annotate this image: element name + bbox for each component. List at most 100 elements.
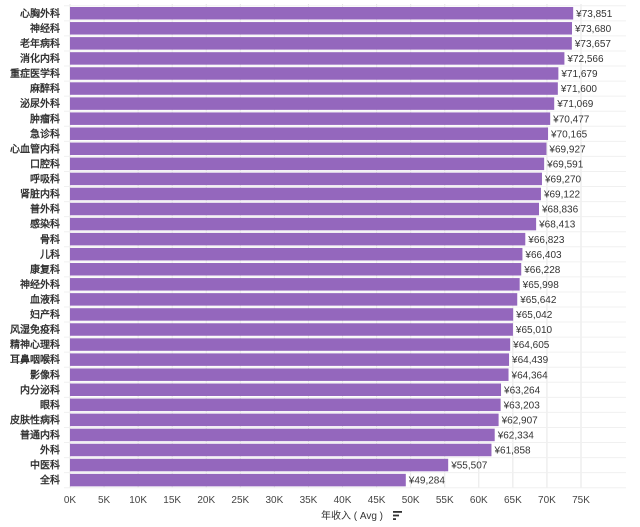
bar xyxy=(70,112,551,125)
value-label: ¥62,334 xyxy=(497,431,535,442)
bar xyxy=(70,383,502,396)
category-label: 风湿免疫科 xyxy=(10,323,60,336)
x-tick-label: 40K xyxy=(334,495,352,506)
bar xyxy=(70,142,547,156)
value-label: ¥66,403 xyxy=(524,250,562,261)
category-labels: 心胸外科神经科老年病科消化内科重症医学科麻醉科泌尿外科肿瘤科急诊科心血管内科口腔… xyxy=(9,7,60,487)
bar xyxy=(70,217,537,231)
bar xyxy=(70,293,518,306)
bar xyxy=(70,308,514,321)
x-tick-label: 30K xyxy=(266,495,284,506)
value-label: ¥70,477 xyxy=(552,114,590,125)
category-label: 普外科 xyxy=(30,203,60,216)
value-label: ¥65,042 xyxy=(515,310,553,321)
category-label: 康复科 xyxy=(30,263,60,276)
category-label: 精神心理科 xyxy=(10,338,60,351)
bar xyxy=(70,37,572,50)
bar xyxy=(70,157,545,171)
category-label: 心胸外科 xyxy=(20,7,60,20)
bar xyxy=(70,97,555,110)
category-label: 外科 xyxy=(39,444,60,457)
category-label: 肿瘤科 xyxy=(30,112,60,125)
sort-descending-icon[interactable] xyxy=(393,511,402,520)
x-tick-label: 35K xyxy=(300,495,318,506)
category-label: 内分泌科 xyxy=(20,383,60,396)
x-tick-label: 60K xyxy=(470,495,488,506)
bar xyxy=(70,413,499,427)
value-label: ¥65,998 xyxy=(522,280,560,291)
value-label: ¥69,927 xyxy=(548,144,586,155)
bar xyxy=(70,82,558,95)
x-tick-label: 15K xyxy=(163,495,181,506)
bar xyxy=(70,22,573,35)
bar xyxy=(70,172,542,186)
category-label: 影像科 xyxy=(30,368,60,381)
bar xyxy=(70,52,565,65)
x-tick-label: 10K xyxy=(129,495,147,506)
bar xyxy=(70,187,541,201)
value-label: ¥63,264 xyxy=(503,385,541,396)
x-axis-title: 年收入 ( Avg ) xyxy=(321,509,383,522)
category-label: 感染科 xyxy=(30,218,60,231)
category-label: 急诊科 xyxy=(30,127,60,140)
category-label: 中医科 xyxy=(30,459,60,472)
value-label: ¥64,605 xyxy=(512,340,550,351)
category-label: 妇产科 xyxy=(29,308,60,321)
bar xyxy=(70,278,520,291)
x-tick-label: 75K xyxy=(572,495,590,506)
value-label: ¥69,270 xyxy=(544,175,582,186)
bar xyxy=(70,247,523,261)
value-label: ¥68,836 xyxy=(541,205,579,216)
value-labels: ¥73,851 ¥73,680 ¥73,657 ¥72,566 ¥71,679 ¥71,6… xyxy=(408,9,613,487)
category-label: 重症医学科 xyxy=(10,67,60,80)
value-label: ¥49,284 xyxy=(408,476,446,487)
bar xyxy=(70,398,501,412)
value-label: ¥70,165 xyxy=(550,129,588,140)
x-tick-label: 55K xyxy=(436,495,454,506)
bars xyxy=(70,7,574,487)
value-label: ¥73,657 xyxy=(574,39,612,50)
value-label: ¥71,600 xyxy=(560,84,598,95)
bar xyxy=(70,323,513,336)
category-label: 皮肤性病科 xyxy=(9,413,60,426)
x-tick-label: 70K xyxy=(538,495,556,506)
category-label: 骨科 xyxy=(40,233,60,246)
value-label: ¥71,069 xyxy=(556,99,594,110)
value-label: ¥64,439 xyxy=(511,355,549,366)
value-label: ¥73,680 xyxy=(574,24,612,35)
category-label: 普通内科 xyxy=(20,429,60,442)
category-label: 全科 xyxy=(39,474,60,487)
category-label: 神经外科 xyxy=(20,278,60,291)
category-label: 口腔科 xyxy=(30,157,60,170)
value-label: ¥71,679 xyxy=(560,69,598,80)
bar xyxy=(70,7,574,20)
bar xyxy=(70,368,509,381)
value-label: ¥69,591 xyxy=(546,159,584,170)
value-label: ¥61,858 xyxy=(493,446,531,457)
value-label: ¥68,413 xyxy=(538,220,576,231)
bar xyxy=(70,263,522,276)
value-label: ¥62,907 xyxy=(501,415,539,426)
bar xyxy=(70,338,511,351)
category-label: 心血管内科 xyxy=(10,142,60,155)
x-tick-label: 25K xyxy=(231,495,249,506)
bar xyxy=(70,353,510,366)
x-tick-label: 65K xyxy=(504,495,522,506)
x-tick-label: 20K xyxy=(197,495,215,506)
bar xyxy=(70,473,406,487)
bar xyxy=(70,458,449,472)
x-tick-label: 45K xyxy=(368,495,386,506)
category-label: 血液科 xyxy=(30,293,60,306)
category-label: 神经科 xyxy=(30,22,60,35)
category-label: 眼科 xyxy=(40,398,60,411)
value-label: ¥64,364 xyxy=(511,370,549,381)
x-axis-ticks: 0K 5K 10K 15K 20K 25K 30K 35K 40K 45K 50K 55K 60K 65K… xyxy=(64,495,590,506)
x-tick-label: 5K xyxy=(98,495,111,506)
value-label: ¥66,823 xyxy=(527,235,565,246)
value-label: ¥69,122 xyxy=(543,190,581,201)
category-label: 老年病科 xyxy=(19,37,60,50)
bar xyxy=(70,428,495,442)
x-tick-label: 0K xyxy=(64,495,77,506)
value-label: ¥65,642 xyxy=(519,295,557,306)
